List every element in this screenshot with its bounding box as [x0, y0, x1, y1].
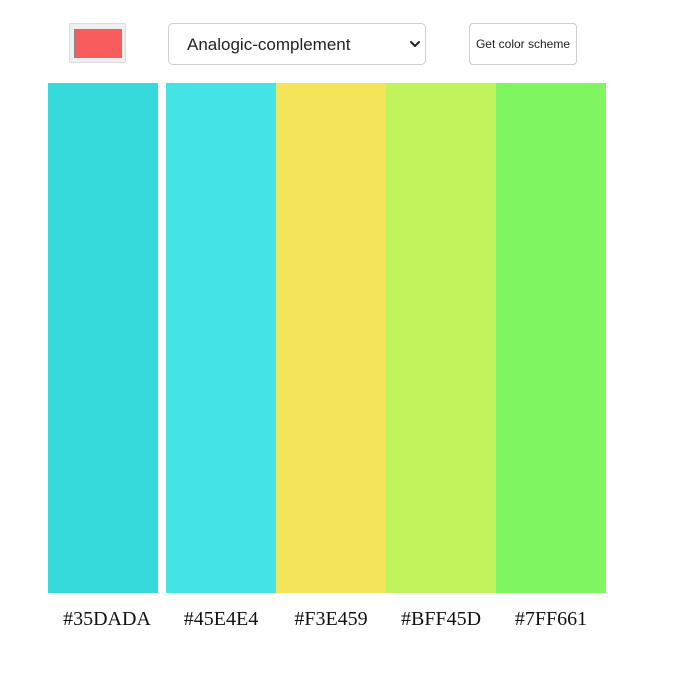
- color-hex-label-2: #45E4E4: [183, 608, 259, 630]
- color-stripe-2: [166, 83, 276, 593]
- seed-color-input[interactable]: [69, 23, 126, 63]
- seed-color-swatch: [74, 29, 122, 58]
- color-hex-label-3: #F3E459: [294, 608, 368, 630]
- color-stripe-4: [386, 83, 496, 593]
- color-stripe-5: [496, 83, 606, 593]
- get-color-scheme-button[interactable]: Get color scheme: [469, 23, 577, 65]
- scheme-mode-select[interactable]: Analogic-complement: [168, 23, 426, 65]
- color-stripe-1: [48, 83, 158, 593]
- scheme-mode-value: Analogic-complement: [187, 35, 351, 54]
- chevron-down-icon: [410, 41, 420, 47]
- color-stripe-3: [276, 83, 386, 593]
- color-hex-label-1: #35DADA: [63, 608, 151, 630]
- color-hex-label-5: #7FF661: [514, 608, 588, 630]
- color-hex-label-4: #BFF45D: [400, 608, 482, 630]
